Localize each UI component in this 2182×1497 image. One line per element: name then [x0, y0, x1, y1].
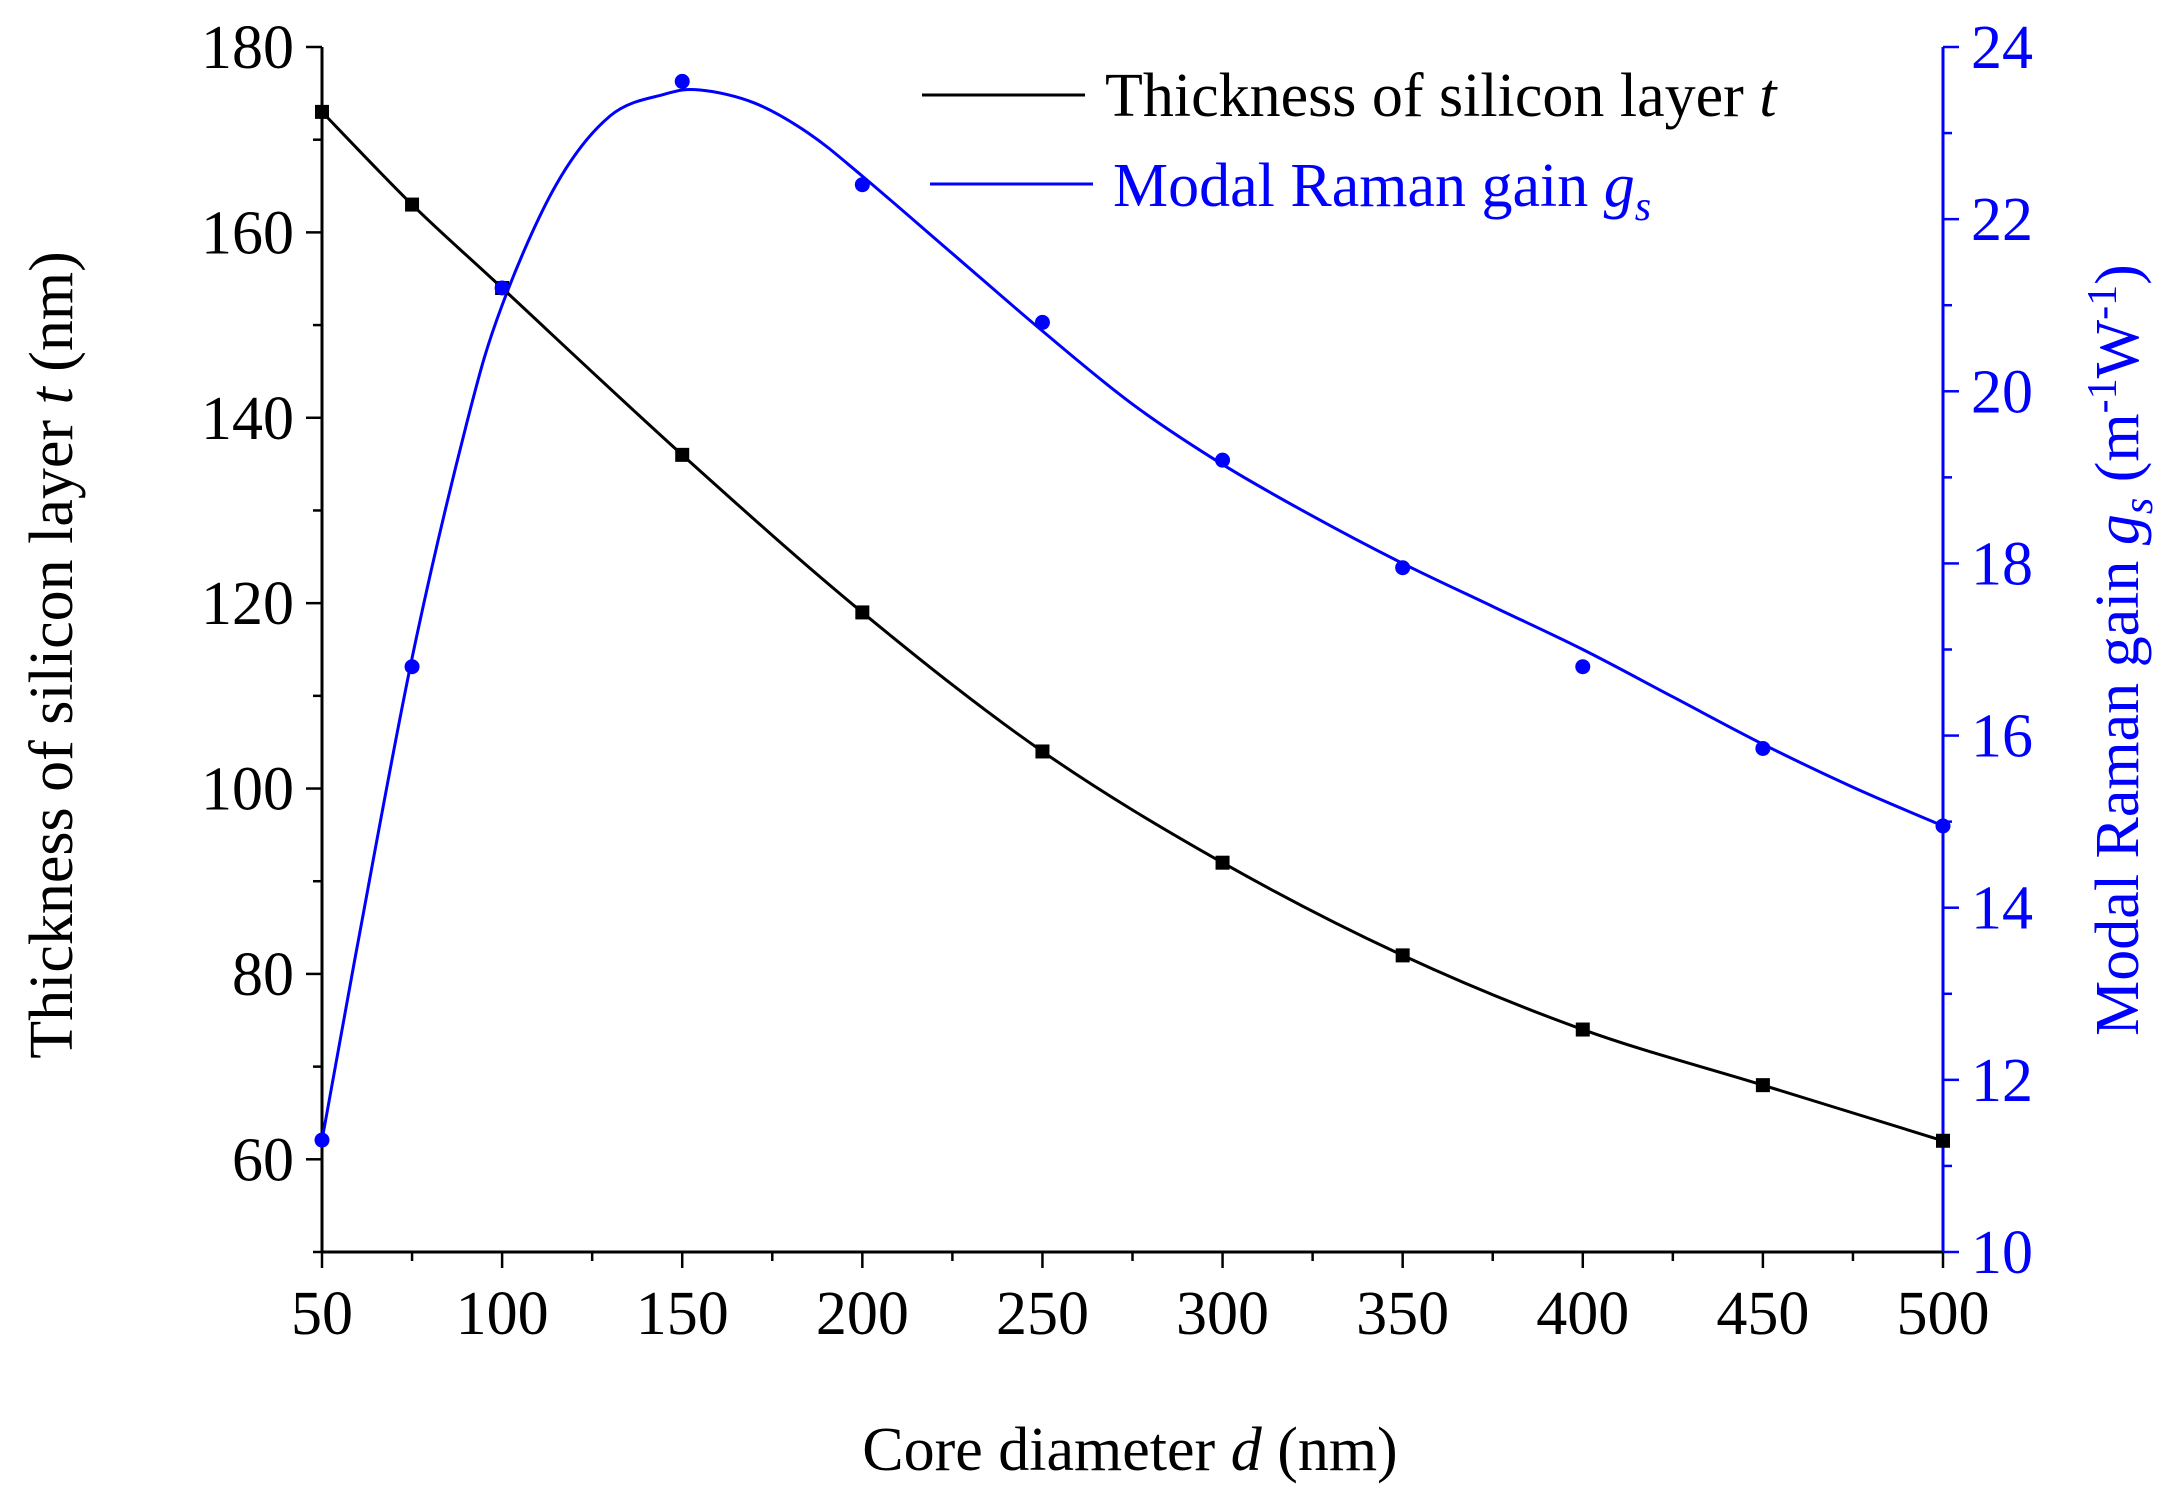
thickness-data-point	[675, 447, 690, 462]
x-tick-label: 150	[636, 1280, 729, 1348]
thickness-data-point	[1755, 1078, 1770, 1093]
thickness-data-point	[405, 197, 420, 212]
raman-gain-data-point	[1215, 452, 1231, 468]
x-axis-ticks: 50 100 150 200 250 300 350 400 450 500	[291, 1252, 1990, 1348]
right-y-tick-label: 20	[1971, 358, 2033, 426]
left-y-tick-label: 140	[201, 385, 294, 453]
left-y-tick-label: 180	[201, 14, 294, 82]
raman-gain-data-point	[674, 73, 690, 89]
right-y-tick-label: 18	[1971, 530, 2033, 598]
thickness-data-point	[1936, 1133, 1950, 1148]
right-y-tick-label: 12	[1971, 1047, 2033, 1115]
x-tick-label: 300	[1176, 1280, 1269, 1348]
x-tick-label: 50	[291, 1280, 353, 1348]
x-tick-label: 200	[816, 1280, 909, 1348]
left-y-axis-title: Thickness of silicon layer t (nm)	[18, 251, 86, 1059]
left-y-tick-label: 60	[232, 1126, 294, 1194]
x-tick-label: 100	[456, 1280, 549, 1348]
raman-gain-data-point	[314, 1132, 330, 1148]
x-tick-label: 250	[996, 1280, 1089, 1348]
raman-gain-data-point	[1755, 740, 1771, 756]
left-y-tick-label: 100	[201, 756, 294, 824]
x-tick-label: 350	[1356, 1280, 1449, 1348]
x-tick-label: 400	[1536, 1280, 1629, 1348]
thickness-data-point	[1575, 1022, 1590, 1037]
legend-thickness-label: Thickness of silicon layer t	[1105, 62, 1778, 130]
right-y-tick-label: 10	[1971, 1219, 2033, 1287]
raman-gain-data-point	[1395, 560, 1411, 576]
left-y-tick-label: 160	[201, 199, 294, 267]
x-tick-label: 450	[1716, 1280, 1809, 1348]
right-y-tick-label: 14	[1971, 875, 2033, 943]
right-y-tick-label: 22	[1971, 186, 2033, 254]
raman-gain-markers	[314, 73, 1951, 1148]
thickness-data-point	[1035, 744, 1050, 759]
raman-gain-data-point	[1034, 314, 1050, 330]
x-axis-title: Core diameter d (nm)	[862, 1416, 1397, 1484]
raman-gain-data-point	[494, 280, 510, 296]
thickness-data-point	[1395, 948, 1410, 963]
thickness-data-point	[855, 605, 870, 620]
legend-raman-label: Modal Raman gain gs	[1113, 152, 1651, 230]
right-y-tick-label: 16	[1971, 703, 2033, 771]
raman-gain-data-point	[1575, 659, 1591, 675]
raman-gain-data-point	[404, 659, 420, 675]
right-y-axis-ticks: 10 12 14 16 18 20 22 24	[1943, 14, 2033, 1287]
left-y-tick-label: 120	[201, 570, 294, 638]
thickness-data-point	[315, 104, 329, 119]
right-y-axis-title: Modal Raman gain gs (m-1W-1)	[2080, 264, 2162, 1036]
thickness-data-point	[1215, 855, 1230, 870]
raman-gain-fit-line	[320, 87, 1944, 1141]
left-y-tick-label: 80	[232, 941, 294, 1009]
x-tick-label: 500	[1897, 1280, 1990, 1348]
raman-gain-data-point	[1935, 818, 1951, 834]
legend: Thickness of silicon layer t Modal Raman…	[922, 62, 1778, 230]
left-y-axis-ticks: 60 80 100 120 140 160 180	[201, 14, 322, 1254]
right-y-tick-label: 24	[1971, 14, 2033, 82]
raman-gain-data-point	[854, 177, 870, 193]
